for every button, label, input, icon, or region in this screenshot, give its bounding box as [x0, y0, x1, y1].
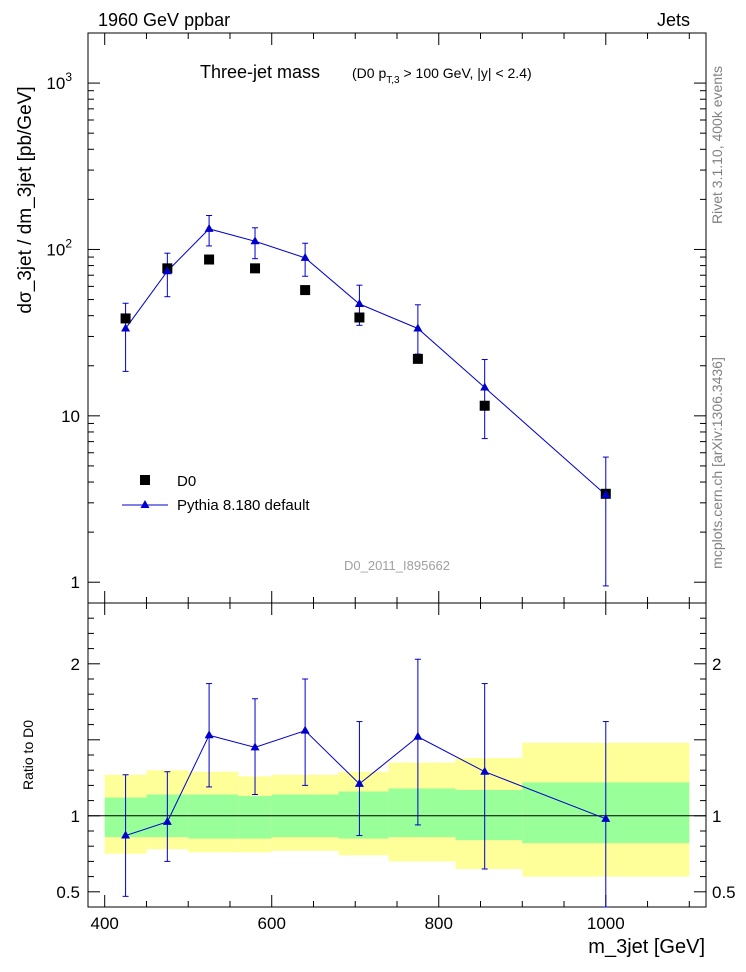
d0-point — [250, 263, 261, 274]
legend-d0-marker — [140, 475, 150, 485]
header-right: Jets — [657, 10, 690, 30]
y-tick-label: 10 — [61, 407, 80, 426]
y-axis-label: dσ_3jet / dm_3jet [pb/GeV] — [15, 86, 36, 313]
x-tick-label: 600 — [258, 914, 286, 933]
chart-title-cuts: (D0 pT,3 > 100 GeV, |y| < 2.4) — [352, 65, 532, 86]
x-axis-label: m_3jet [GeV] — [588, 936, 705, 958]
d0-point — [479, 400, 490, 411]
ratio-point — [162, 816, 172, 825]
ratio-point — [354, 778, 364, 787]
d0-point — [300, 285, 311, 296]
pythia-point — [250, 236, 260, 245]
ratio-y-tick-label: 1 — [71, 807, 80, 826]
ratio-band-inner — [238, 796, 272, 839]
mcplots-label: mcplots.cern.ch [arXiv:1306.3436] — [709, 357, 725, 569]
d0-point — [204, 254, 215, 265]
y-tick-label: 103 — [46, 70, 72, 93]
main-plot-frame — [87, 32, 707, 604]
legend-pythia-marker — [140, 500, 150, 508]
pythia-point — [121, 323, 131, 332]
analysis-id: D0_2011_I895662 — [344, 558, 450, 573]
legend: D0 Pythia 8.180 default — [122, 473, 310, 514]
ratio-point — [413, 731, 423, 740]
pythia-point — [480, 382, 490, 391]
ratio-y-tick-label-right: 0.5 — [712, 883, 736, 902]
legend-pythia-label: Pythia 8.180 default — [177, 497, 310, 514]
x-tick-label: 400 — [91, 914, 119, 933]
chart-title: Three-jet mass — [200, 62, 320, 82]
x-tick-label: 1000 — [587, 914, 625, 933]
ratio-y-tick-label-right: 1 — [712, 807, 721, 826]
ratio-point — [204, 730, 214, 739]
d0-point — [412, 353, 423, 364]
ratio-point — [250, 742, 260, 751]
y-tick-label: 102 — [46, 236, 72, 259]
ratio-y-tick-label: 2 — [71, 655, 80, 674]
header-left: 1960 GeV ppbar — [98, 10, 230, 30]
ratio-band-inner — [388, 788, 456, 838]
y-tick-label: 1 — [71, 573, 80, 592]
ratio-point — [300, 725, 310, 734]
pythia-point — [601, 489, 611, 498]
chart-marks: 400 600 800 1000 1 10 102 103 0.5 0.5 1 1 2 2 — [46, 32, 736, 933]
pythia-point — [354, 299, 364, 308]
ratio-band-inner — [338, 791, 389, 839]
pythia-line — [125, 228, 607, 496]
pythia-point — [162, 266, 172, 275]
x-tick-label: 800 — [425, 914, 453, 933]
ratio-y-tick-label: 0.5 — [56, 883, 80, 902]
d0-point — [354, 312, 365, 323]
ratio-y-axis-label: Ratio to D0 — [20, 720, 36, 790]
ratio-y-tick-label-right: 2 — [712, 655, 721, 674]
ratio-point — [480, 766, 490, 775]
ratio-point — [601, 813, 611, 822]
ratio-band-inner — [188, 794, 239, 839]
pythia-point — [300, 252, 310, 261]
rivet-label: Rivet 3.1.10, 400k events — [709, 66, 725, 224]
d0-point — [120, 313, 131, 324]
ratio-point — [121, 830, 131, 839]
pythia-point — [413, 323, 423, 332]
pythia-point — [204, 223, 214, 232]
ratio-band-inner — [455, 789, 523, 841]
legend-d0-label: D0 — [177, 473, 196, 490]
